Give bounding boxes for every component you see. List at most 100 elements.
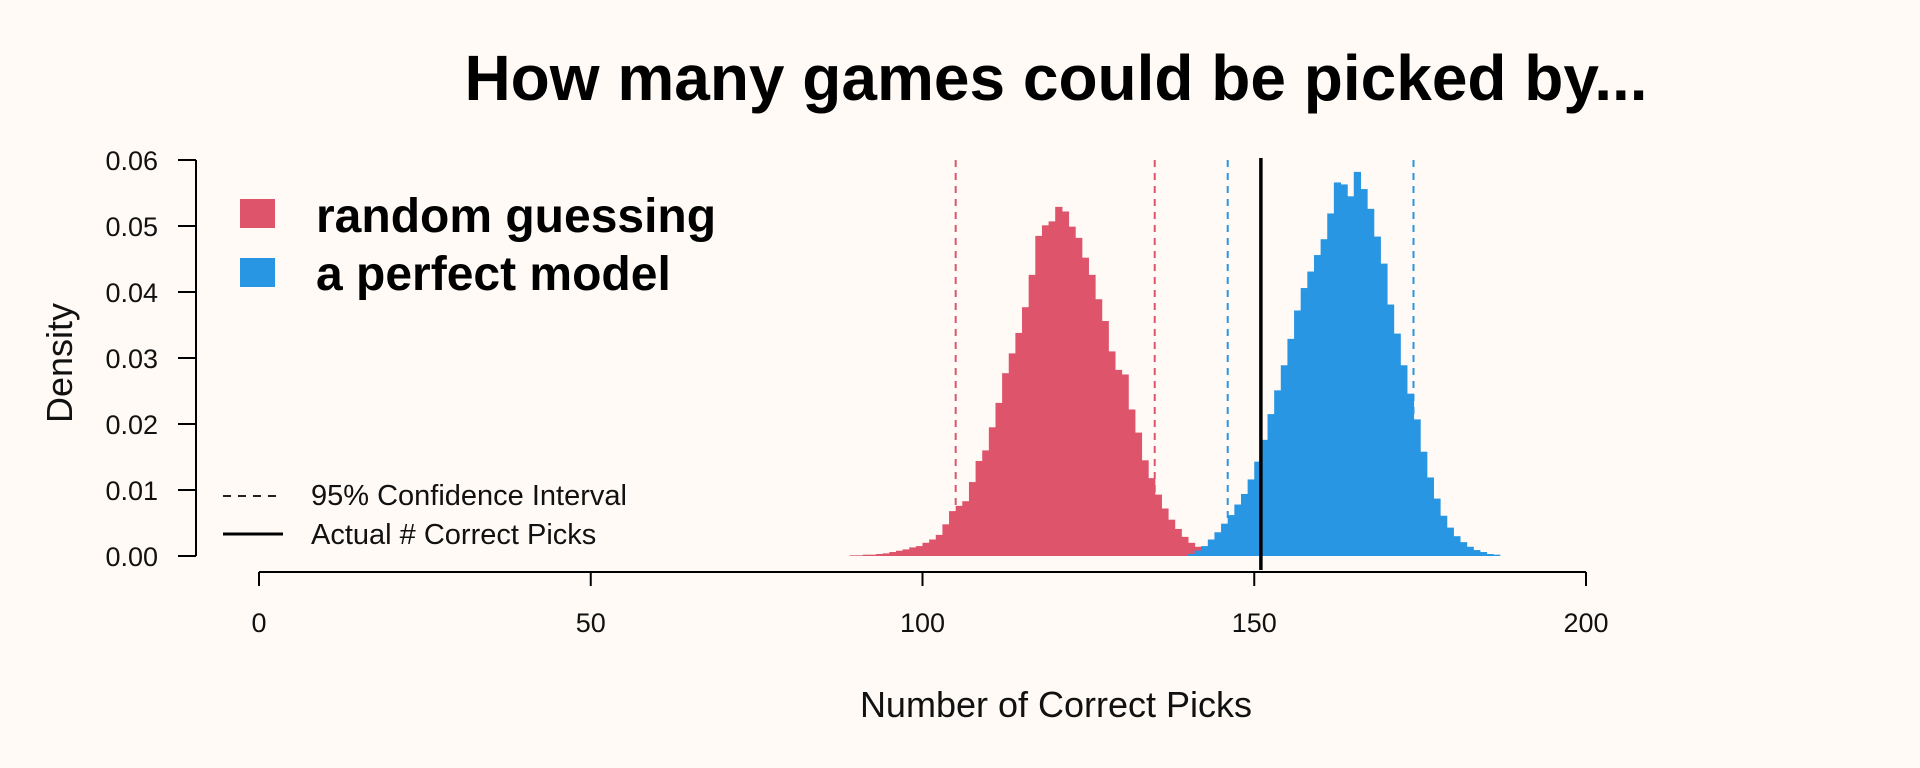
bar-random-guessing-127 bbox=[1101, 321, 1109, 556]
bar-random-guessing-108 bbox=[975, 460, 983, 556]
bar-random-guessing-89 bbox=[849, 555, 857, 556]
x-tick-label-0: 0 bbox=[251, 608, 266, 638]
bar-a-perfect-model-186 bbox=[1493, 554, 1501, 556]
bar-random-guessing-113 bbox=[1008, 353, 1016, 556]
bar-random-guessing-91 bbox=[862, 554, 871, 556]
bar-a-perfect-model-149 bbox=[1247, 479, 1255, 556]
bar-random-guessing-123 bbox=[1075, 237, 1083, 556]
bar-a-perfect-model-172 bbox=[1400, 365, 1408, 556]
bar-random-guessing-100 bbox=[922, 542, 930, 556]
y-axis-title: Density bbox=[39, 303, 80, 423]
bar-random-guessing-114 bbox=[1015, 332, 1023, 556]
bar-random-guessing-107 bbox=[968, 482, 977, 556]
bar-random-guessing-93 bbox=[876, 554, 884, 556]
y-tick-label-0.03: 0.03 bbox=[105, 344, 158, 374]
bar-a-perfect-model-157 bbox=[1300, 288, 1308, 556]
bar-a-perfect-model-147 bbox=[1234, 504, 1242, 556]
bar-a-perfect-model-170 bbox=[1386, 304, 1395, 556]
bar-random-guessing-138 bbox=[1174, 528, 1182, 556]
bar-random-guessing-92 bbox=[869, 554, 877, 556]
bar-random-guessing-122 bbox=[1068, 226, 1076, 556]
bar-a-perfect-model-168 bbox=[1373, 236, 1381, 556]
bar-random-guessing-94 bbox=[882, 553, 890, 556]
x-tick-label-100: 100 bbox=[900, 608, 945, 638]
bar-a-perfect-model-148 bbox=[1240, 493, 1249, 556]
bar-a-perfect-model-181 bbox=[1459, 542, 1468, 556]
bar-random-guessing-140 bbox=[1187, 542, 1196, 556]
bar-random-guessing-133 bbox=[1141, 460, 1149, 556]
bar-random-guessing-137 bbox=[1168, 519, 1176, 556]
bar-random-guessing-121 bbox=[1061, 211, 1070, 557]
bar-random-guessing-117 bbox=[1035, 235, 1043, 556]
x-axis: 0 50 100 150 200 bbox=[251, 571, 1609, 638]
legend-label-confidence-interval: 95% Confidence Interval bbox=[311, 480, 627, 512]
bar-random-guessing-131 bbox=[1128, 409, 1136, 556]
bar-a-perfect-model-183 bbox=[1473, 550, 1481, 556]
bar-a-perfect-model-153 bbox=[1274, 390, 1282, 556]
bar-a-perfect-model-171 bbox=[1393, 333, 1401, 556]
legend: random guessing a perfect model 95% Conf… bbox=[223, 190, 716, 551]
bar-a-perfect-model-169 bbox=[1380, 263, 1388, 556]
bar-a-perfect-model-146 bbox=[1227, 515, 1235, 556]
bar-random-guessing-126 bbox=[1095, 299, 1103, 556]
bar-random-guessing-139 bbox=[1181, 536, 1189, 556]
bar-a-perfect-model-184 bbox=[1479, 552, 1488, 556]
x-tick-label-50: 50 bbox=[576, 608, 606, 638]
bar-a-perfect-model-150 bbox=[1254, 461, 1262, 556]
bar-random-guessing-106 bbox=[962, 501, 970, 556]
bar-a-perfect-model-176 bbox=[1426, 477, 1434, 556]
bar-a-perfect-model-155 bbox=[1287, 338, 1295, 556]
bar-random-guessing-132 bbox=[1134, 432, 1143, 556]
bar-random-guessing-99 bbox=[915, 546, 924, 556]
bar-a-perfect-model-162 bbox=[1333, 182, 1342, 556]
bar-a-perfect-model-140 bbox=[1187, 554, 1196, 556]
bar-random-guessing-90 bbox=[856, 555, 864, 556]
bar-a-perfect-model-152 bbox=[1267, 414, 1275, 556]
bar-a-perfect-model-154 bbox=[1280, 365, 1289, 556]
bar-random-guessing-101 bbox=[929, 539, 937, 556]
legend-swatch-random-guessing bbox=[240, 199, 275, 228]
bar-a-perfect-model-159 bbox=[1313, 255, 1322, 557]
bar-a-perfect-model-143 bbox=[1207, 539, 1216, 556]
bar-random-guessing-125 bbox=[1088, 274, 1096, 556]
bar-a-perfect-model-164 bbox=[1347, 196, 1355, 557]
bar-random-guessing-128 bbox=[1108, 351, 1116, 556]
bar-a-perfect-model-145 bbox=[1221, 523, 1229, 556]
bar-a-perfect-model-142 bbox=[1201, 546, 1209, 556]
bar-a-perfect-model-175 bbox=[1420, 451, 1428, 556]
y-tick-label-0.05: 0.05 bbox=[105, 212, 158, 242]
y-tick-label-0.00: 0.00 bbox=[105, 542, 158, 572]
bar-random-guessing-136 bbox=[1161, 508, 1169, 556]
bar-a-perfect-model-185 bbox=[1486, 554, 1494, 556]
bar-random-guessing-130 bbox=[1121, 374, 1129, 556]
y-axis: 0.00 0.01 0.02 0.03 0.04 0.05 0.06 bbox=[105, 146, 197, 572]
bar-random-guessing-98 bbox=[909, 547, 917, 556]
bar-random-guessing-96 bbox=[895, 550, 904, 556]
bar-a-perfect-model-165 bbox=[1353, 171, 1361, 556]
bar-random-guessing-95 bbox=[889, 552, 897, 556]
bar-a-perfect-model-163 bbox=[1340, 184, 1348, 557]
bar-a-perfect-model-182 bbox=[1466, 546, 1474, 556]
bar-random-guessing-119 bbox=[1048, 221, 1056, 556]
bar-random-guessing-102 bbox=[935, 534, 943, 556]
bar-random-guessing-120 bbox=[1055, 206, 1063, 557]
bar-a-perfect-model-167 bbox=[1367, 208, 1375, 556]
bar-a-perfect-model-179 bbox=[1446, 527, 1454, 556]
bar-a-perfect-model-166 bbox=[1360, 189, 1368, 557]
bar-random-guessing-115 bbox=[1022, 307, 1030, 556]
legend-swatch-a-perfect-model bbox=[240, 258, 275, 287]
chart-title: How many games could be picked by... bbox=[464, 42, 1647, 114]
legend-label-random-guessing: random guessing bbox=[316, 190, 716, 243]
bar-a-perfect-model-180 bbox=[1453, 536, 1461, 556]
bar-random-guessing-110 bbox=[988, 427, 997, 556]
legend-label-actual-picks: Actual # Correct Picks bbox=[311, 519, 596, 551]
bar-random-guessing-134 bbox=[1148, 478, 1156, 556]
bar-a-perfect-model-144 bbox=[1214, 532, 1222, 556]
bar-a-perfect-model-158 bbox=[1307, 271, 1315, 556]
bar-random-guessing-116 bbox=[1028, 274, 1036, 556]
bar-random-guessing-103 bbox=[942, 524, 950, 556]
bar-random-guessing-104 bbox=[949, 511, 957, 556]
y-tick-label-0.01: 0.01 bbox=[105, 476, 158, 506]
bar-random-guessing-111 bbox=[995, 402, 1003, 556]
